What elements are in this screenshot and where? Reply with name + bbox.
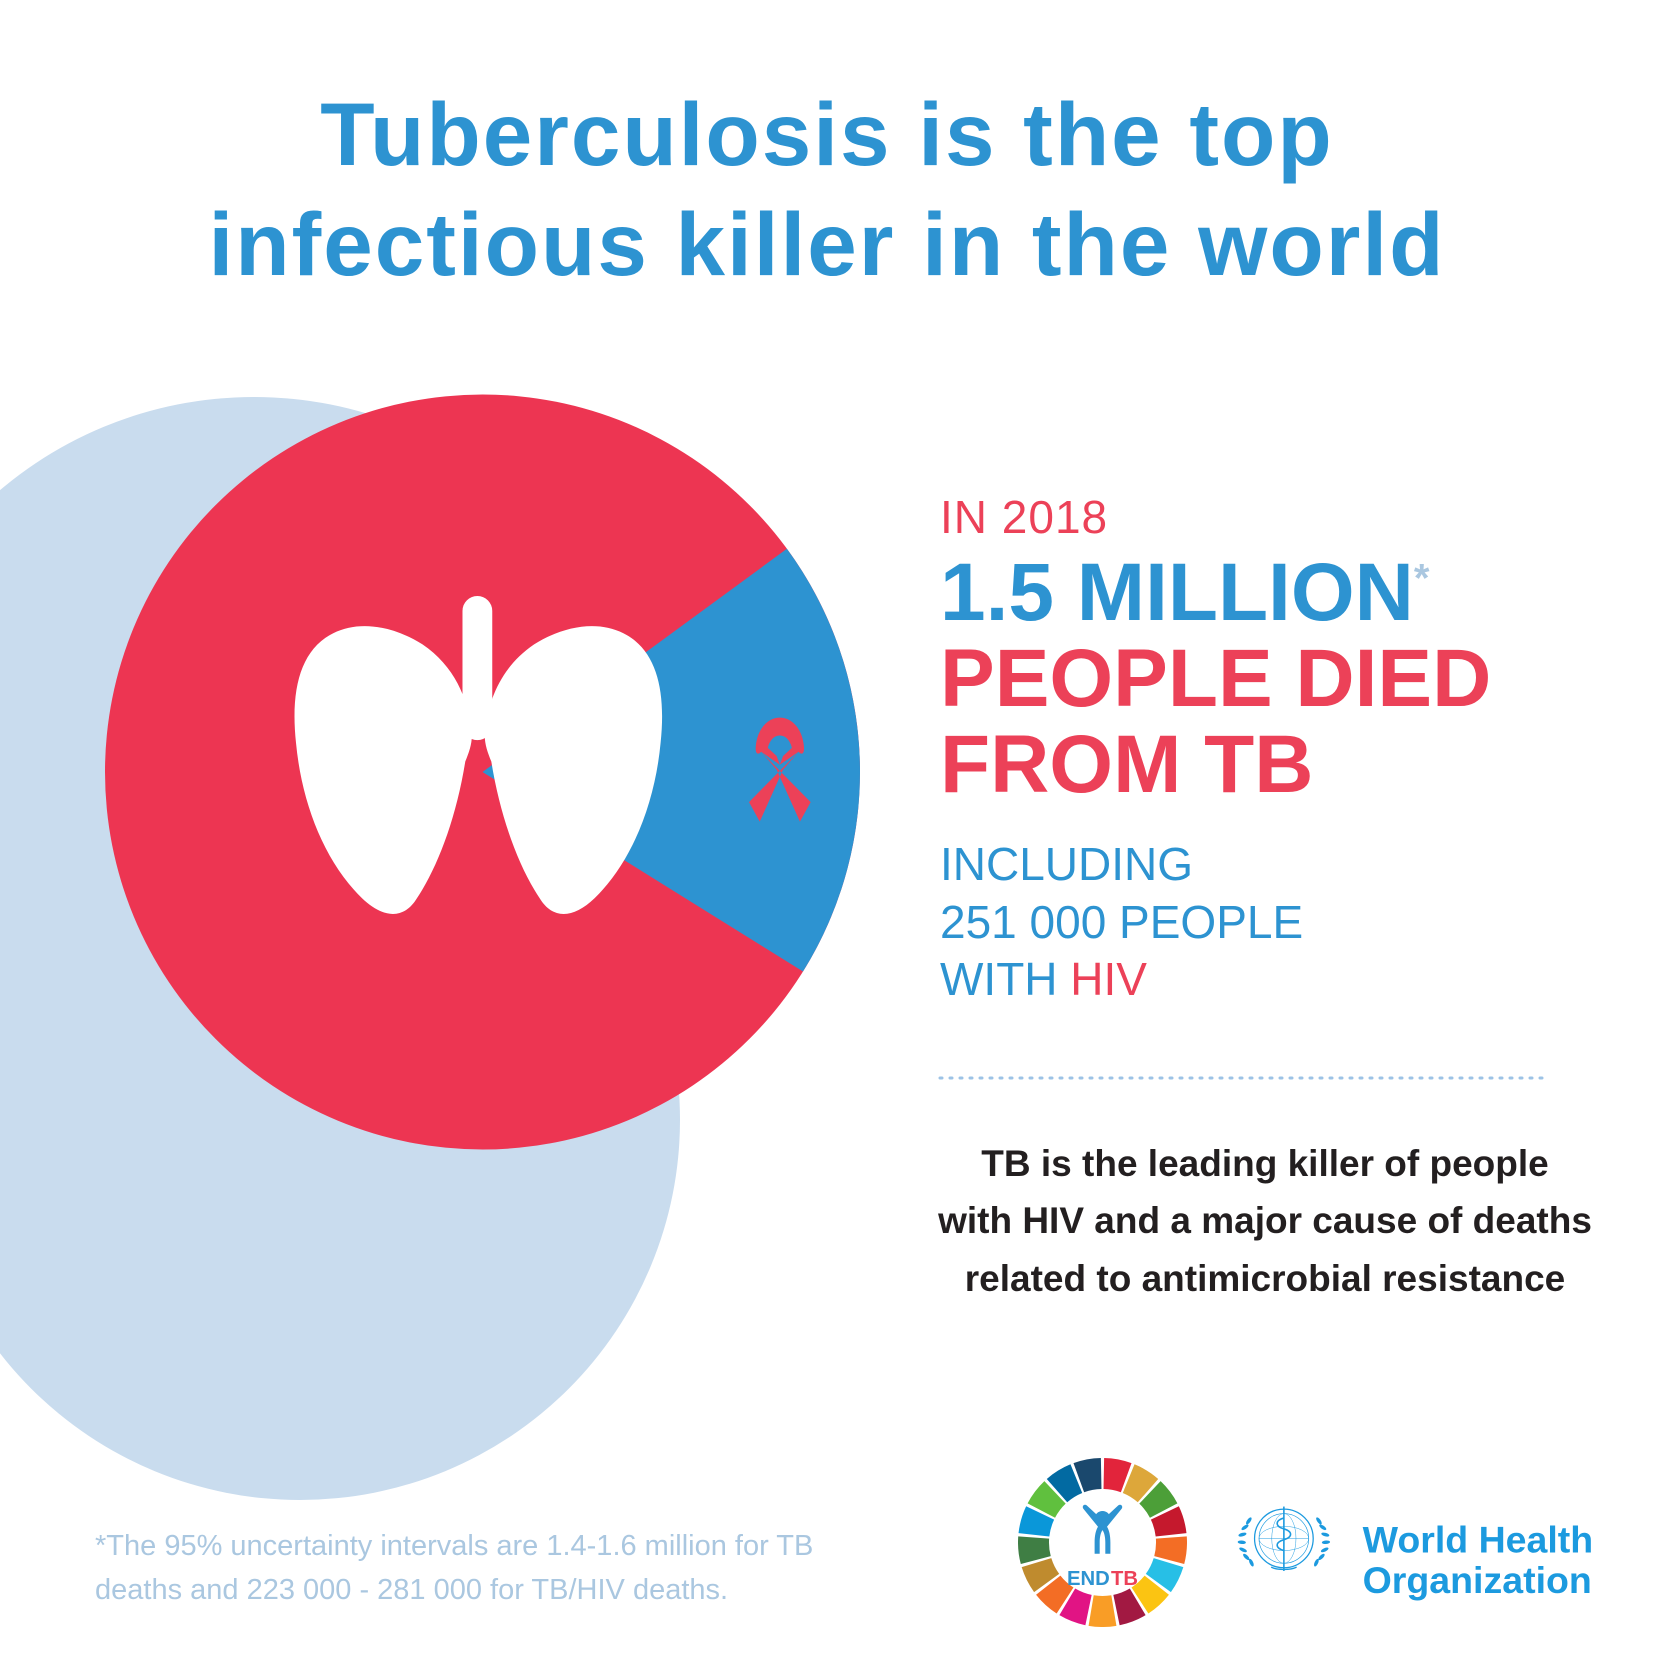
svg-text:Organization: Organization bbox=[1363, 1559, 1592, 1601]
svg-text:World Health: World Health bbox=[1363, 1519, 1594, 1561]
svg-text:ENDTB: ENDTB bbox=[1067, 1568, 1138, 1590]
